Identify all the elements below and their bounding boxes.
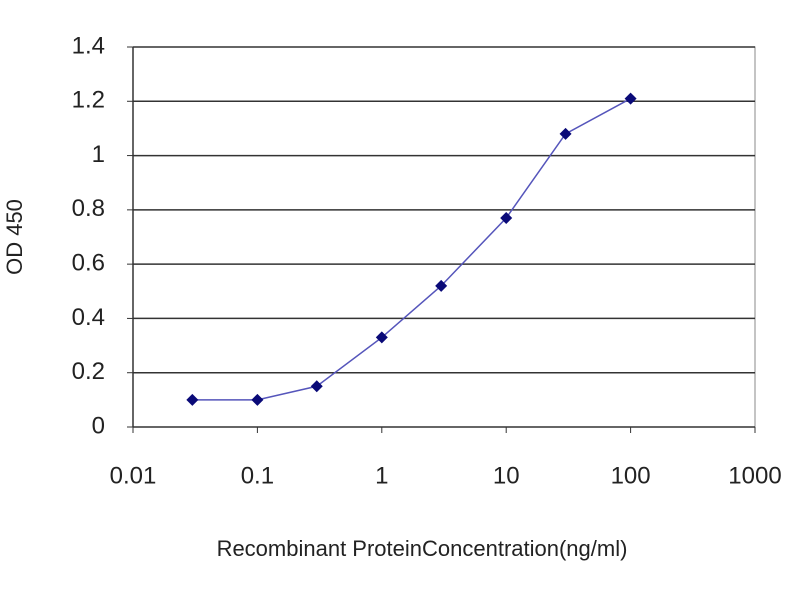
data-point [251,393,264,406]
data-point [559,127,572,140]
x-tick-label: 1 [375,462,388,489]
data-point [310,380,323,393]
y-tick-label: 0.2 [72,358,105,385]
y-tick-label: 1 [92,141,105,168]
data-point [435,279,448,292]
x-tick-label: 0.01 [110,462,157,489]
x-tick-label: 1000 [728,462,781,489]
x-axis-label: Recombinant ProteinConcentration(ng/ml) [217,536,628,561]
data-point [375,331,388,344]
data-point [624,92,637,105]
series-line [192,97,631,401]
data-point [186,393,199,406]
x-tick-label: 10 [493,462,520,489]
x-tick-label: 100 [611,462,651,489]
y-tick-label: 0.6 [72,249,105,276]
y-axis-label: OD 450 [2,199,27,275]
y-tick-label: 0 [92,412,105,439]
y-tick-label: 1.4 [72,32,105,59]
data-point [500,212,513,224]
y-tick-label: 1.2 [72,87,105,114]
plot-area [132,46,756,428]
y-tick-label: 0.4 [72,304,105,331]
y-tick-label: 0.8 [72,195,105,222]
x-tick-label: 0.1 [241,462,274,489]
